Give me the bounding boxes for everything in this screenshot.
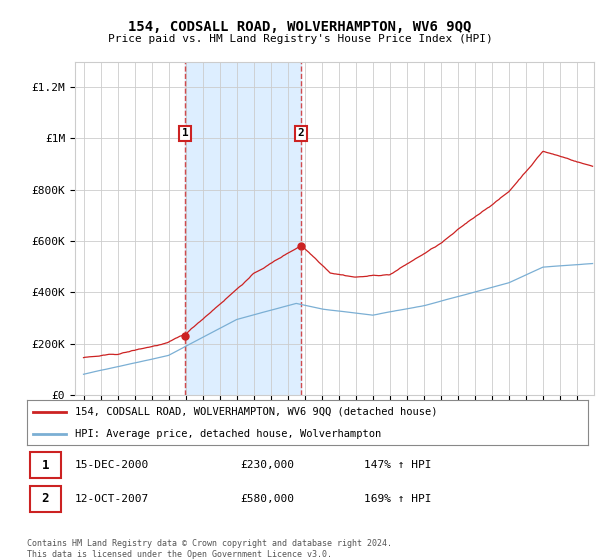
Text: 154, CODSALL ROAD, WOLVERHAMPTON, WV6 9QQ: 154, CODSALL ROAD, WOLVERHAMPTON, WV6 9Q… bbox=[128, 20, 472, 34]
Text: 1: 1 bbox=[41, 459, 49, 472]
Text: £230,000: £230,000 bbox=[240, 460, 294, 470]
Text: 15-DEC-2000: 15-DEC-2000 bbox=[74, 460, 149, 470]
Text: 2: 2 bbox=[298, 128, 305, 138]
Text: Contains HM Land Registry data © Crown copyright and database right 2024.
This d: Contains HM Land Registry data © Crown c… bbox=[27, 539, 392, 559]
Text: 2: 2 bbox=[41, 492, 49, 505]
FancyBboxPatch shape bbox=[30, 452, 61, 478]
Text: 154, CODSALL ROAD, WOLVERHAMPTON, WV6 9QQ (detached house): 154, CODSALL ROAD, WOLVERHAMPTON, WV6 9Q… bbox=[74, 407, 437, 417]
Text: 12-OCT-2007: 12-OCT-2007 bbox=[74, 494, 149, 503]
Text: 1: 1 bbox=[182, 128, 188, 138]
Text: £580,000: £580,000 bbox=[240, 494, 294, 503]
Bar bbox=[185, 62, 301, 395]
FancyBboxPatch shape bbox=[30, 486, 61, 512]
Text: HPI: Average price, detached house, Wolverhampton: HPI: Average price, detached house, Wolv… bbox=[74, 429, 381, 439]
Text: 169% ↑ HPI: 169% ↑ HPI bbox=[364, 494, 431, 503]
Text: Price paid vs. HM Land Registry's House Price Index (HPI): Price paid vs. HM Land Registry's House … bbox=[107, 34, 493, 44]
Text: 147% ↑ HPI: 147% ↑ HPI bbox=[364, 460, 431, 470]
